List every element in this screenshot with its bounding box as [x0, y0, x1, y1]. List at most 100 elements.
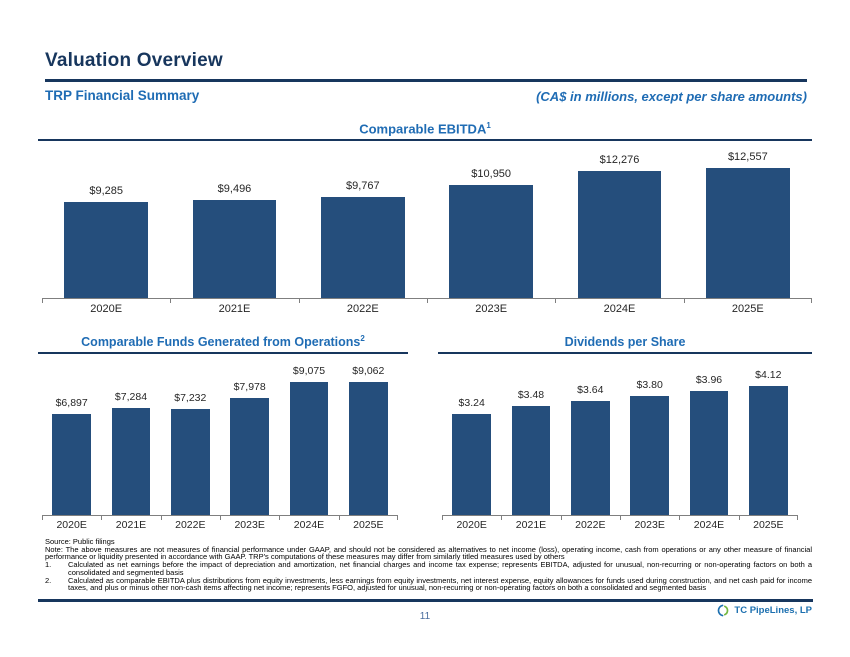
- bar-slot-2025E: $9,062: [339, 364, 398, 515]
- x-axis-label: 2025E: [731, 303, 764, 315]
- gaap-note: Note: The above measures are not measure…: [45, 544, 812, 562]
- axis-tick: [427, 299, 428, 303]
- title-underline: [45, 79, 807, 82]
- bar-2021E: [511, 406, 551, 515]
- axis-tick: [811, 299, 812, 303]
- axis-tick: [620, 516, 621, 520]
- bar-slot-2020E: $3.24: [442, 368, 501, 515]
- x-axis-label: 2021E: [515, 519, 547, 531]
- footer-rule: [38, 599, 813, 602]
- x-axis-label: 2020E: [90, 303, 123, 315]
- bar-2024E: [577, 170, 662, 298]
- bar-2020E: [52, 413, 91, 515]
- company-logo: TC PipeLines, LP: [717, 604, 812, 617]
- bar-slot-2020E: $9,285: [42, 153, 170, 298]
- dividends-chart-title: Dividends per Share: [564, 335, 686, 350]
- x-axis-label: 2024E: [603, 303, 636, 315]
- x-axis-label: 2024E: [693, 519, 725, 531]
- bar-value-label: $12,276: [599, 153, 640, 166]
- axis-tick: [220, 516, 221, 520]
- x-axis-label: 2021E: [115, 519, 147, 531]
- bar-2023E: [630, 396, 669, 515]
- footnote-marker: 1: [486, 121, 491, 130]
- x-axis-label: 2022E: [575, 519, 606, 531]
- fgfo-chart-plot: $6,897 $7,284 $7,232 $7,978 $9,075 $9,062: [42, 364, 398, 515]
- tc-pipelines-logo-icon: [718, 604, 729, 617]
- page-title: Valuation Overview: [45, 50, 223, 71]
- bar-value-label: $3.96: [695, 374, 723, 387]
- dividends-title-underline: [438, 352, 812, 354]
- x-axis-label: 2022E: [175, 519, 206, 531]
- footnote-2: 2. Calculated as comparable EBITDA plus …: [45, 575, 812, 593]
- x-axis-label: 2023E: [234, 519, 265, 531]
- axis-tick: [738, 516, 740, 520]
- bar-value-label: $7,232: [174, 391, 207, 404]
- bar-slot-2021E: $9,496: [170, 153, 298, 298]
- bar-value-label: $9,496: [217, 182, 252, 195]
- bar-slot-2020E: $6,897: [42, 368, 101, 515]
- footnote-2-text: Calculated as comparable EBITDA plus dis…: [68, 575, 812, 593]
- axis-tick: [338, 516, 340, 520]
- footnote-1-text: Calculated as net earnings before the im…: [68, 560, 812, 577]
- bar-value-label: $7,978: [233, 380, 266, 393]
- bar-slot-2025E: $4.12: [739, 368, 798, 515]
- axis-tick: [298, 299, 300, 303]
- x-axis-label: 2021E: [218, 303, 251, 315]
- footnote-1-number: 1.: [45, 560, 52, 570]
- axis-tick: [42, 299, 43, 303]
- x-axis-label: 2025E: [753, 519, 784, 531]
- bar-value-label: $6,897: [55, 396, 88, 409]
- x-axis-label: 2020E: [456, 519, 487, 531]
- logo-text: TC PipeLines, LP: [734, 605, 812, 616]
- bar-value-label: $9,075: [292, 364, 326, 377]
- bar-value-label: $3.48: [517, 389, 545, 402]
- x-axis-label: 2020E: [56, 519, 87, 531]
- bar-2023E: [230, 397, 269, 515]
- bar-value-label: $3.80: [636, 379, 663, 392]
- footnote-1: 1. Calculated as net earnings before the…: [45, 560, 812, 577]
- bar-slot-2023E: $3.80: [620, 368, 679, 515]
- bar-2021E: [192, 199, 277, 298]
- bar-2022E: [571, 401, 610, 515]
- bar-2020E: [452, 413, 491, 515]
- bar-value-label: $12,557: [727, 150, 768, 163]
- bar-value-label: $3.64: [577, 384, 604, 397]
- bar-slot-2025E: $12,557: [684, 150, 812, 298]
- axis-tick: [42, 516, 43, 520]
- bar-value-label: $4.12: [755, 369, 782, 382]
- bar-slot-2022E: $3.64: [561, 368, 620, 515]
- bar-value-label: $3.24: [458, 396, 485, 409]
- units-note: (CA$ in millions, except per share amoun…: [536, 89, 807, 104]
- bar-value-label: $9,767: [345, 179, 380, 192]
- axis-tick: [679, 516, 681, 520]
- axis-tick: [160, 516, 162, 520]
- bar-slot-2023E: $10,950: [427, 153, 555, 298]
- fgfo-title-underline: [38, 352, 408, 354]
- axis-tick: [170, 299, 172, 303]
- footer: Source: Public filings Note: The above m…: [45, 538, 812, 592]
- ebitda-chart-title: Comparable EBITDA1: [359, 121, 491, 137]
- bar-value-label: $9,062: [352, 364, 385, 377]
- bar-value-label: $7,284: [114, 390, 148, 403]
- source-line: Source: Public filings: [45, 537, 115, 546]
- ebitda-title-underline: [38, 139, 812, 141]
- ebitda-chart-plot: $9,285 $9,496 $9,767 $10,950 $12,276 $12,557: [42, 150, 812, 298]
- axis-tick: [279, 516, 281, 520]
- axis-tick: [101, 516, 103, 520]
- page-number: 11: [419, 611, 431, 622]
- x-axis-label: 2025E: [353, 519, 384, 531]
- bar-value-label: $9,285: [89, 184, 123, 197]
- x-axis-label: 2023E: [475, 303, 508, 315]
- footnote-marker: 2: [360, 334, 365, 343]
- bar-2024E: [689, 391, 729, 515]
- x-axis-label: 2023E: [634, 519, 665, 531]
- axis-tick: [797, 516, 798, 520]
- bar-2025E: [749, 386, 788, 515]
- bar-slot-2023E: $7,978: [220, 368, 279, 515]
- bar-slot-2022E: $9,767: [299, 153, 427, 298]
- x-axis-label: 2022E: [346, 303, 379, 315]
- fgfo-chart-title: Comparable Funds Generated from Operatio…: [81, 334, 365, 350]
- bar-slot-2024E: $9,075: [279, 364, 338, 515]
- axis-tick: [442, 516, 443, 520]
- bar-slot-2021E: $3.48: [501, 368, 560, 515]
